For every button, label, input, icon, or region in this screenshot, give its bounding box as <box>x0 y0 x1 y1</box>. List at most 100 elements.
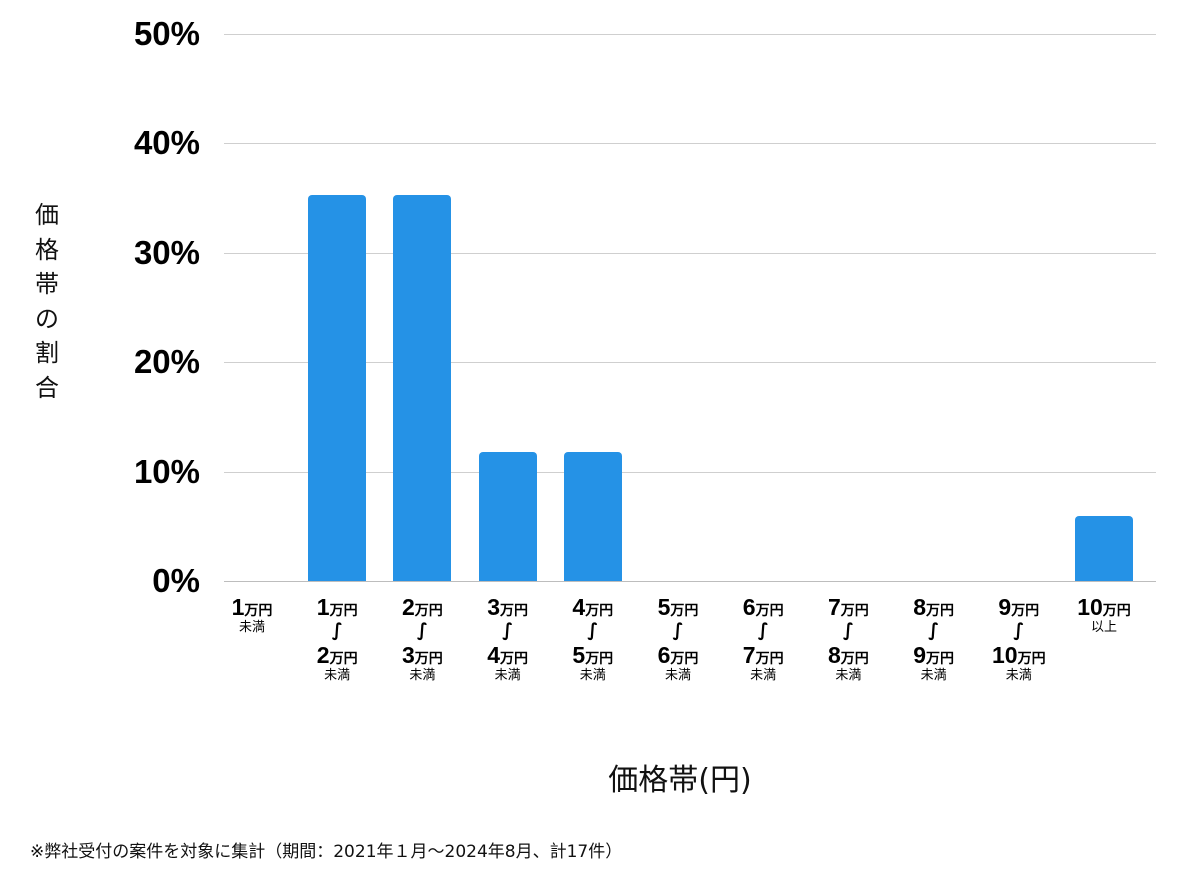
range-wave-icon: ∫ <box>928 620 940 641</box>
y-tick-label: 20% <box>133 343 200 380</box>
x-tick-unit: 万円 <box>1017 651 1046 667</box>
range-wave-icon: ∫ <box>842 620 854 641</box>
x-tick-unit: 万円 <box>414 651 443 667</box>
x-tick-label-to: 10万円 <box>977 642 1061 668</box>
y-axis-title-char: 合 <box>35 373 59 402</box>
x-tick-label: 5万円 ∫ 6万円 未満 <box>636 594 720 684</box>
x-tick-label-to: 8万円 <box>806 642 890 668</box>
y-axis-title-char: 価 <box>35 201 59 229</box>
x-tick-number: 5 <box>657 594 671 620</box>
x-tick-label-to: 6万円 <box>636 642 720 668</box>
x-tick-unit: 万円 <box>670 603 699 619</box>
x-tick-unit: 万円 <box>755 651 784 667</box>
plot-area <box>224 34 1156 582</box>
y-tick-label: 50% <box>133 15 200 52</box>
range-wave-icon: ∫ <box>757 620 769 641</box>
x-tick-qualifier: 未満 <box>238 620 265 635</box>
x-axis-title: 価格帯(円) <box>608 763 752 798</box>
x-tick-qualifier: 以上 <box>1090 620 1117 635</box>
gridline <box>224 253 1156 254</box>
x-tick-number: 9 <box>998 594 1012 620</box>
x-tick-label-from: 8万円 <box>892 594 976 620</box>
x-tick-label-from: 4万円 <box>551 594 635 620</box>
x-tick-label-from: 3万円 <box>466 594 550 620</box>
x-tick-number: 10 <box>992 642 1018 668</box>
bar <box>393 194 452 581</box>
x-tick-label-from: 6万円 <box>721 594 805 620</box>
x-tick-unit: 万円 <box>329 603 358 619</box>
x-axis-baseline <box>224 581 1156 582</box>
x-tick-label-to: 4万円 <box>466 642 550 668</box>
x-tick-qualifier: 未満 <box>579 668 606 683</box>
x-tick-label-to: 5万円 <box>551 642 635 668</box>
footnote: ※弊社受付の案件を対象に集計（期間：2021年１月〜2024年8月、計17件） <box>30 842 623 862</box>
y-tick-label: 40% <box>133 124 200 161</box>
range-wave-icon: ∫ <box>416 620 428 641</box>
x-tick-qualifier: 未満 <box>920 668 947 683</box>
x-tick-number: 4 <box>487 642 500 668</box>
x-tick-unit: 万円 <box>925 603 954 619</box>
x-tick-unit: 万円 <box>414 603 443 619</box>
x-tick-number: 8 <box>827 642 841 668</box>
x-tick-number: 4 <box>572 594 586 620</box>
x-tick-qualifier: 未満 <box>324 668 351 683</box>
x-tick-unit: 万円 <box>840 651 869 667</box>
gridline <box>224 143 1156 144</box>
x-tick-label-from: 1万円 <box>210 594 294 620</box>
x-tick-label-to: 7万円 <box>721 642 805 668</box>
x-tick-label-from: 1万円 <box>295 594 379 620</box>
x-tick-qualifier: 未満 <box>750 668 777 683</box>
x-tick-unit: 万円 <box>499 651 528 667</box>
y-axis-title: 価 格 帯 の 割 合 <box>30 198 64 405</box>
gridline <box>224 34 1156 35</box>
x-tick-unit: 万円 <box>585 603 614 619</box>
x-tick-qualifier: 未満 <box>835 668 862 683</box>
y-axis-title-char: の <box>35 304 59 333</box>
x-tick-label: 4万円 ∫ 5万円 未満 <box>551 594 635 684</box>
x-tick-label-to: 3万円 <box>380 642 464 668</box>
x-tick-label: 3万円 ∫ 4万円 未満 <box>466 594 550 684</box>
x-tick-label: 9万円 ∫ 10万円 未満 <box>977 594 1061 684</box>
x-tick-number: 9 <box>913 642 926 668</box>
y-axis-title-char: 割 <box>35 339 59 367</box>
x-tick-number: 6 <box>657 642 671 668</box>
x-tick-label: 10万円 以上 <box>1062 594 1146 636</box>
x-tick-unit: 万円 <box>244 603 273 619</box>
x-tick-label: 6万円 ∫ 7万円 未満 <box>721 594 805 684</box>
x-tick-number: 1 <box>316 594 330 620</box>
x-tick-number: 7 <box>827 594 841 620</box>
x-tick-label-to: 2万円 <box>295 642 379 668</box>
x-tick-unit: 万円 <box>585 651 614 667</box>
x-tick-unit: 万円 <box>670 651 699 667</box>
x-tick-qualifier: 未満 <box>494 668 521 683</box>
x-tick-number: 10 <box>1077 594 1103 620</box>
x-tick-label: 8万円 ∫ 9 万円未満 <box>892 594 976 684</box>
range-wave-icon: ∫ <box>587 620 599 641</box>
x-tick-number: 8 <box>913 594 926 620</box>
x-tick-unit: 万円 <box>499 603 528 619</box>
x-tick-label-from: 9万円 <box>977 594 1061 620</box>
x-tick-label-from: 5万円 <box>636 594 720 620</box>
x-tick-number: 3 <box>487 594 500 620</box>
x-tick-qualifier: 未満 <box>1005 668 1032 683</box>
range-wave-icon: ∫ <box>672 620 684 641</box>
x-tick-number: 1 <box>231 594 245 620</box>
x-tick-unit: 万円 <box>1011 603 1040 619</box>
x-tick-label: 1万円 未満 <box>210 594 294 636</box>
bar <box>308 194 367 581</box>
y-axis-title-char: 格 <box>35 235 59 264</box>
x-tick-number: 7 <box>742 642 756 668</box>
x-tick-label-from: 2万円 <box>380 594 464 620</box>
x-tick-number: 2 <box>401 594 415 620</box>
x-tick-unit: 万円 <box>329 651 358 667</box>
x-tick-label: 1万円 ∫ 2万円 未満 <box>295 594 379 684</box>
x-tick-label-from: 7万円 <box>806 594 890 620</box>
y-tick-label: 30% <box>133 234 200 271</box>
bar <box>563 451 622 581</box>
x-tick-qualifier: 未満 <box>664 668 691 683</box>
x-tick-unit: 万円 <box>840 603 869 619</box>
x-tick-number: 6 <box>742 594 756 620</box>
x-tick-unit: 万円 <box>755 603 784 619</box>
range-wave-icon: ∫ <box>331 620 343 641</box>
x-tick-label-from: 10万円 <box>1062 594 1146 620</box>
